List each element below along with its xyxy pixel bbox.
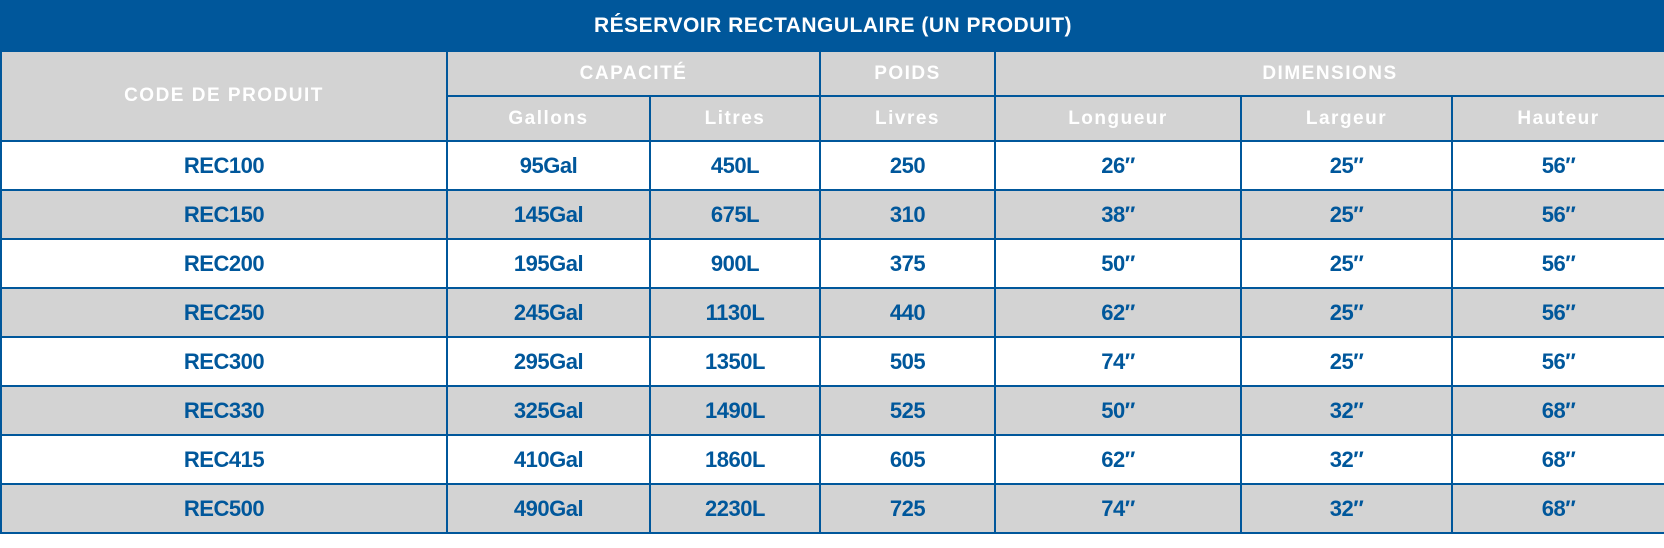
header-dimensions: DIMENSIONS bbox=[993, 50, 1664, 97]
cell-litres: 1130L bbox=[649, 287, 821, 338]
table-body: REC100 95Gal 450L 250 26″ 25″ 56″ REC150… bbox=[0, 140, 1664, 534]
cell-hauteur: 56″ bbox=[1450, 140, 1664, 191]
cell-longueur: 74″ bbox=[994, 483, 1242, 534]
cell-litres: 1490L bbox=[649, 385, 821, 436]
cell-litres: 900L bbox=[649, 238, 821, 289]
cell-code: REC250 bbox=[0, 287, 448, 338]
cell-code: REC500 bbox=[0, 483, 448, 534]
cell-code: REC330 bbox=[0, 385, 448, 436]
cell-gallons: 95Gal bbox=[446, 140, 651, 191]
cell-hauteur: 56″ bbox=[1450, 238, 1664, 289]
header-litres: Litres bbox=[649, 95, 821, 142]
cell-code: REC200 bbox=[0, 238, 448, 289]
cell-gallons: 245Gal bbox=[446, 287, 651, 338]
cell-largeur: 32″ bbox=[1240, 385, 1453, 436]
cell-litres: 1860L bbox=[649, 434, 821, 485]
cell-hauteur: 68″ bbox=[1450, 483, 1664, 534]
cell-hauteur: 68″ bbox=[1450, 434, 1664, 485]
cell-livres: 605 bbox=[819, 434, 996, 485]
header-code: CODE DE PRODUIT bbox=[0, 50, 448, 142]
cell-litres: 450L bbox=[649, 140, 821, 191]
cell-hauteur: 68″ bbox=[1450, 385, 1664, 436]
cell-longueur: 38″ bbox=[994, 189, 1242, 240]
cell-litres: 2230L bbox=[649, 483, 821, 534]
cell-litres: 675L bbox=[649, 189, 821, 240]
cell-largeur: 32″ bbox=[1240, 483, 1453, 534]
cell-livres: 440 bbox=[819, 287, 996, 338]
table-row: REC100 95Gal 450L 250 26″ 25″ 56″ bbox=[0, 140, 1664, 191]
table-row: REC415 410Gal 1860L 605 62″ 32″ 68″ bbox=[0, 434, 1664, 485]
header-gallons: Gallons bbox=[446, 95, 651, 142]
cell-hauteur: 56″ bbox=[1450, 336, 1664, 387]
cell-longueur: 26″ bbox=[994, 140, 1242, 191]
table-row: REC300 295Gal 1350L 505 74″ 25″ 56″ bbox=[0, 336, 1664, 387]
table-row: REC500 490Gal 2230L 725 74″ 32″ 68″ bbox=[0, 483, 1664, 534]
cell-largeur: 25″ bbox=[1240, 287, 1453, 338]
cell-longueur: 50″ bbox=[994, 385, 1242, 436]
cell-livres: 310 bbox=[819, 189, 996, 240]
cell-largeur: 25″ bbox=[1240, 336, 1453, 387]
cell-hauteur: 56″ bbox=[1450, 287, 1664, 338]
header-largeur: Largeur bbox=[1240, 95, 1453, 142]
cell-longueur: 62″ bbox=[994, 434, 1242, 485]
cell-livres: 250 bbox=[819, 140, 996, 191]
cell-largeur: 25″ bbox=[1240, 140, 1453, 191]
cell-longueur: 50″ bbox=[994, 238, 1242, 289]
table-title: RÉSERVOIR RECTANGULAIRE (UN PRODUIT) bbox=[0, 0, 1664, 52]
cell-code: REC100 bbox=[0, 140, 448, 191]
cell-code: REC300 bbox=[0, 336, 448, 387]
cell-largeur: 25″ bbox=[1240, 238, 1453, 289]
header-poids: POIDS bbox=[819, 50, 996, 97]
table-row: REC150 145Gal 675L 310 38″ 25″ 56″ bbox=[0, 189, 1664, 240]
cell-livres: 525 bbox=[819, 385, 996, 436]
spec-table: RÉSERVOIR RECTANGULAIRE (UN PRODUIT) COD… bbox=[0, 0, 1664, 534]
cell-livres: 725 bbox=[819, 483, 996, 534]
cell-gallons: 145Gal bbox=[446, 189, 651, 240]
cell-gallons: 490Gal bbox=[446, 483, 651, 534]
header-longueur: Longueur bbox=[994, 95, 1242, 142]
header-livres: Livres bbox=[819, 95, 996, 142]
header-capacite: CAPACITÉ bbox=[446, 50, 821, 97]
cell-code: REC150 bbox=[0, 189, 448, 240]
cell-litres: 1350L bbox=[649, 336, 821, 387]
cell-longueur: 74″ bbox=[994, 336, 1242, 387]
cell-livres: 505 bbox=[819, 336, 996, 387]
header-hauteur: Hauteur bbox=[1450, 95, 1664, 142]
cell-largeur: 25″ bbox=[1240, 189, 1453, 240]
cell-largeur: 32″ bbox=[1240, 434, 1453, 485]
table-row: REC200 195Gal 900L 375 50″ 25″ 56″ bbox=[0, 238, 1664, 289]
cell-gallons: 295Gal bbox=[446, 336, 651, 387]
cell-gallons: 410Gal bbox=[446, 434, 651, 485]
table-row: REC250 245Gal 1130L 440 62″ 25″ 56″ bbox=[0, 287, 1664, 338]
cell-longueur: 62″ bbox=[994, 287, 1242, 338]
cell-livres: 375 bbox=[819, 238, 996, 289]
table-row: REC330 325Gal 1490L 525 50″ 32″ 68″ bbox=[0, 385, 1664, 436]
cell-gallons: 195Gal bbox=[446, 238, 651, 289]
cell-hauteur: 56″ bbox=[1450, 189, 1664, 240]
cell-gallons: 325Gal bbox=[446, 385, 651, 436]
cell-code: REC415 bbox=[0, 434, 448, 485]
